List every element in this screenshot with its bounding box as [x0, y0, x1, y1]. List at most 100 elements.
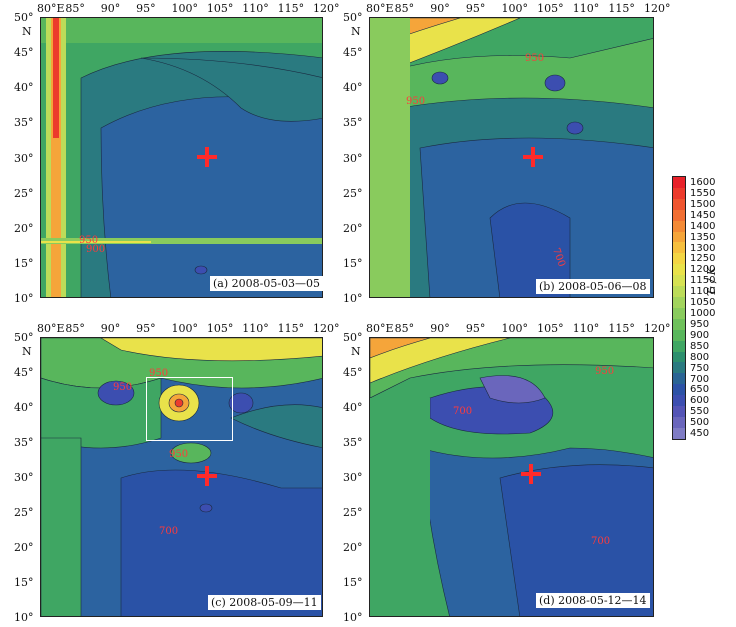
x-tick-label: 100° [501, 322, 529, 335]
map-panel-a [40, 17, 323, 298]
colorbar-swatch [673, 329, 685, 341]
x-tick-label: 80°E [366, 2, 394, 15]
colorbar-swatch [673, 177, 685, 188]
y-tick-label: 45° [14, 46, 34, 60]
colorbar-tick-label: 900 [690, 329, 710, 341]
colorbar-tick-label: 1000 [690, 308, 716, 319]
colorbar-tick-label: 1450 [690, 209, 716, 221]
colorbar-swatch [673, 209, 685, 221]
x-tick-label: 105° [206, 322, 234, 335]
contour-label: 700 [591, 536, 611, 547]
contour-label: 900 [86, 244, 106, 255]
x-tick-label: 80°E [37, 322, 65, 335]
colorbar-swatch [673, 220, 685, 232]
colorbar-swatch [673, 318, 685, 330]
colorbar-swatch [673, 406, 685, 417]
y-tick-label: 25° [14, 186, 34, 200]
panel-b-caption: (b) 2008-05-06—08 [536, 279, 650, 294]
x-tick-label: 95° [136, 322, 156, 335]
contour-label: 950 [525, 53, 545, 64]
y-tick-label: 50° [343, 331, 363, 344]
contour-label: 950 [149, 368, 169, 379]
y-tick-label: 50° [14, 11, 34, 24]
y-tick-label: 25° [14, 506, 34, 519]
x-tick-label: 100° [171, 322, 199, 335]
y-tick-label: 40° [343, 401, 363, 414]
colorbar-tick-label: 1350 [690, 231, 716, 243]
x-tick-label: 90° [430, 2, 450, 15]
colorbar-swatch [673, 286, 685, 297]
x-tick-label: 85° [394, 322, 415, 335]
colorbar-swatch [673, 264, 685, 276]
x-tick-label: 85° [394, 2, 415, 15]
contour-label: 950 [79, 235, 99, 246]
map-panel-d [369, 337, 654, 617]
colorbar-tick-label: 1050 [690, 297, 716, 309]
colorbar-tick-label: 650 [690, 384, 710, 396]
x-tick-label: 100° [171, 2, 199, 15]
x-tick-label: 110° [242, 322, 269, 335]
y-tick-label: 35° [14, 116, 34, 130]
contour-label: 950 [113, 382, 133, 393]
y-tick-label: 10° [14, 611, 34, 624]
y-tick-label: 15° [14, 256, 34, 270]
x-tick-label: 90° [100, 2, 121, 15]
x-tick-label: 105° [537, 322, 564, 335]
colorbar-tick-label: 800 [690, 351, 710, 363]
epicenter-marker-a [197, 147, 217, 167]
y-axis-letter: N [351, 345, 361, 358]
colorbar-tick-label: 700 [690, 373, 710, 385]
y-tick-label: 25° [343, 506, 363, 519]
y-tick-label: 45° [343, 46, 363, 60]
x-tick-label: 95° [465, 2, 486, 15]
x-tick-label: 95° [136, 2, 156, 15]
y-tick-label: 20° [14, 541, 34, 554]
contour-label: 950 [169, 449, 189, 460]
x-tick-label: 120° [313, 2, 340, 15]
colorbar-swatch [673, 231, 685, 243]
colorbar-swatch [673, 384, 685, 396]
x-tick-label: 115° [277, 2, 305, 15]
colorbar-swatch [673, 187, 685, 199]
colorbar-tick-label: 500 [690, 417, 710, 429]
y-tick-label: 40° [343, 81, 363, 95]
epicenter-marker-b [523, 147, 543, 167]
colorbar-tick-label: 600 [690, 395, 710, 407]
y-tick-label: 10° [343, 611, 363, 624]
colorbar-unit-label: Tₗ / K [705, 267, 718, 296]
y-tick-label: 20° [343, 221, 363, 235]
panel-c-caption: (c) 2008-05-09—11 [208, 595, 321, 610]
colorbar-swatch [673, 253, 685, 265]
colorbar-swatch [673, 416, 685, 428]
y-tick-label: 25° [343, 186, 363, 200]
x-tick-label: 110° [242, 2, 269, 15]
y-axis-letter: N [351, 25, 361, 38]
y-tick-label: 40° [14, 401, 34, 414]
epicenter-marker-c [197, 466, 217, 486]
y-tick-label: 15° [14, 576, 34, 589]
y-tick-label: 10° [343, 292, 363, 305]
contour-label: 700 [453, 406, 473, 417]
x-tick-label: 85° [65, 2, 85, 15]
y-tick-label: 45° [343, 366, 363, 379]
colorbar-tick-label: 1200 [690, 264, 716, 276]
y-tick-label: 45° [14, 366, 34, 379]
colorbar-tick-label: 1400 [690, 220, 716, 232]
x-tick-label: 120° [644, 322, 671, 335]
colorbar-tick-label: 550 [690, 406, 710, 418]
colorbar-tick-label: 750 [690, 362, 710, 374]
colorbar-tick-label: 1300 [690, 242, 716, 254]
colorbar-swatch [673, 242, 685, 254]
y-tick-label: 15° [343, 256, 363, 270]
x-tick-label: 105° [537, 2, 564, 15]
colorbar-tick-label: 450 [690, 428, 710, 440]
y-tick-label: 20° [343, 541, 363, 554]
x-tick-label: 110° [572, 2, 600, 15]
colorbar-swatch [673, 427, 685, 439]
x-tick-label: 110° [572, 322, 600, 335]
x-tick-label: 80°E [366, 322, 394, 335]
colorbar-tick-label: 1550 [690, 187, 716, 199]
map-panel-b [369, 17, 654, 298]
colorbar-tick-label: 1600 [690, 177, 716, 188]
contour-label: 950 [595, 366, 615, 377]
